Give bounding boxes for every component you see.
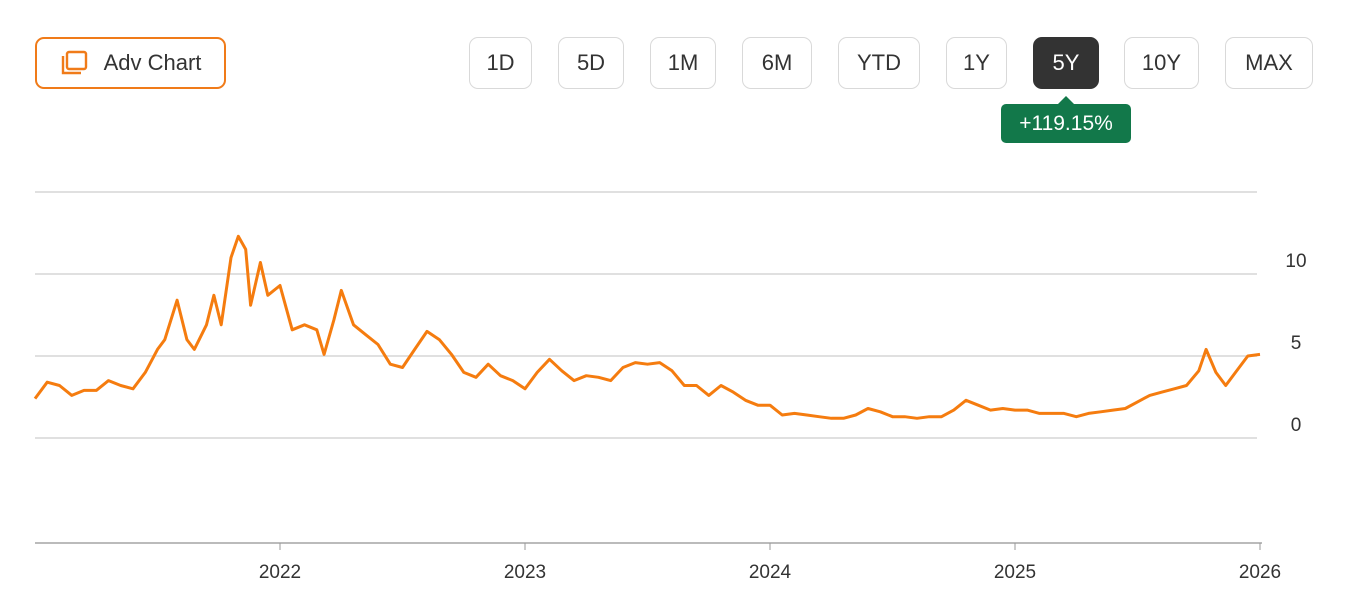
range-button[interactable]: 1M — [650, 37, 716, 89]
price-line — [33, 234, 1261, 420]
range-button[interactable]: 6M — [742, 37, 812, 89]
range-button[interactable]: YTD — [838, 37, 920, 89]
range-button[interactable]: MAX — [1225, 37, 1313, 89]
adv-chart-button[interactable]: Adv Chart — [35, 37, 226, 89]
y-tick-label: 10 — [1285, 251, 1306, 272]
x-tick-label: 2026 — [1239, 562, 1281, 583]
change-badge: +119.15% — [1001, 96, 1131, 143]
x-tick-label: 2022 — [259, 562, 301, 583]
range-button[interactable]: 1Y — [946, 37, 1007, 89]
y-tick-label: 0 — [1291, 415, 1302, 436]
range-button[interactable]: 5D — [558, 37, 624, 89]
y-tick-label: 5 — [1291, 333, 1302, 354]
x-tick-label: 2023 — [504, 562, 546, 583]
x-tick-label: 2024 — [749, 562, 792, 583]
range-button[interactable]: 5Y — [1033, 37, 1099, 89]
range-button[interactable]: 10Y — [1124, 37, 1199, 89]
adv-chart-label: Adv Chart — [103, 50, 202, 75]
range-button[interactable]: 1D — [469, 37, 532, 89]
x-tick-label: 2025 — [994, 562, 1036, 583]
adv-chart-icon — [61, 50, 87, 75]
